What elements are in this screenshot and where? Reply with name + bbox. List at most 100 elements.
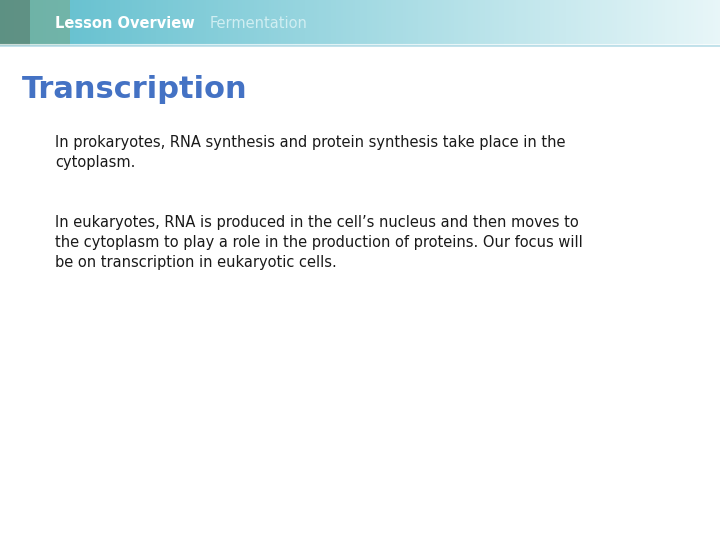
Bar [185, 0, 188, 46]
Bar [34, 0, 37, 46]
Bar [629, 0, 632, 46]
Bar [660, 0, 663, 46]
Bar [418, 0, 421, 46]
Bar [22, 0, 25, 46]
Bar [473, 0, 476, 46]
Bar [12, 0, 15, 46]
Bar [708, 0, 711, 46]
Bar [396, 0, 400, 46]
Bar [79, 0, 83, 46]
Bar [261, 0, 265, 46]
Bar [456, 0, 459, 46]
Bar [650, 0, 654, 46]
Bar [163, 0, 166, 46]
Bar [466, 0, 469, 46]
Bar [686, 0, 690, 46]
Bar [427, 0, 431, 46]
Bar [675, 0, 678, 46]
Bar [569, 0, 572, 46]
Bar [254, 0, 258, 46]
Bar [101, 0, 104, 46]
Bar [526, 0, 529, 46]
Bar [365, 0, 368, 46]
Bar [139, 0, 143, 46]
Bar [562, 0, 565, 46]
Bar [595, 0, 598, 46]
Bar [81, 0, 85, 46]
Bar [552, 0, 555, 46]
Bar [55, 0, 58, 46]
Bar [482, 0, 486, 46]
Bar [485, 0, 488, 46]
Bar [711, 0, 714, 46]
Bar [355, 0, 359, 46]
Bar [432, 0, 436, 46]
Bar [497, 0, 500, 46]
Bar [634, 0, 637, 46]
Bar [459, 0, 462, 46]
Bar [153, 0, 157, 46]
Bar [247, 0, 251, 46]
Bar [463, 0, 467, 46]
Bar [27, 0, 30, 46]
Bar [288, 0, 292, 46]
Bar [670, 0, 673, 46]
Bar [535, 0, 539, 46]
Bar [348, 0, 351, 46]
Bar [439, 0, 443, 46]
Bar [423, 0, 426, 46]
Bar [250, 0, 253, 46]
Bar [636, 0, 639, 46]
Bar [341, 0, 344, 46]
Bar [36, 0, 40, 46]
Bar [221, 0, 224, 46]
Bar [449, 0, 452, 46]
Bar [60, 0, 63, 46]
Bar [588, 0, 591, 46]
Bar [677, 0, 680, 46]
Bar [180, 0, 184, 46]
Bar [410, 0, 414, 46]
Bar [446, 0, 450, 46]
Bar [17, 0, 20, 46]
Bar [230, 0, 234, 46]
Bar [641, 0, 644, 46]
Bar [454, 0, 457, 46]
Bar [329, 0, 332, 46]
Bar [437, 0, 440, 46]
Bar [593, 0, 596, 46]
Bar [369, 0, 373, 46]
Bar [0, 0, 70, 46]
Bar [125, 0, 128, 46]
Bar [225, 0, 229, 46]
Bar [319, 0, 323, 46]
Bar [333, 0, 337, 46]
Bar [662, 0, 666, 46]
Bar [585, 0, 589, 46]
Bar [137, 0, 140, 46]
Bar [706, 0, 709, 46]
Bar [279, 0, 282, 46]
Bar [639, 0, 642, 46]
Bar [117, 0, 121, 46]
Bar [168, 0, 171, 46]
Bar [233, 0, 236, 46]
Bar [199, 0, 202, 46]
Bar [166, 0, 169, 46]
Bar [389, 0, 392, 46]
Bar [351, 0, 354, 46]
Bar [29, 0, 32, 46]
Bar [276, 0, 279, 46]
Bar [557, 0, 560, 46]
Bar [283, 0, 287, 46]
Bar [405, 0, 409, 46]
Bar [547, 0, 551, 46]
Bar [511, 0, 515, 46]
Bar [691, 0, 695, 46]
Bar [567, 0, 570, 46]
Bar [2, 0, 6, 46]
Bar [53, 0, 56, 46]
Bar [564, 0, 567, 46]
Bar [132, 0, 135, 46]
Bar [617, 0, 620, 46]
